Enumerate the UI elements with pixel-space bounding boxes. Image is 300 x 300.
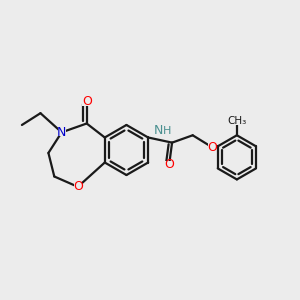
Bar — [74, 183, 82, 191]
Text: CH₃: CH₃ — [227, 116, 247, 126]
Bar — [165, 160, 173, 169]
Bar — [154, 126, 167, 135]
Text: O: O — [82, 95, 92, 108]
Text: O: O — [207, 141, 217, 154]
Text: O: O — [73, 180, 83, 193]
Bar — [58, 128, 66, 136]
Bar — [82, 97, 92, 106]
Text: O: O — [164, 158, 174, 171]
Bar — [228, 116, 246, 125]
Text: N: N — [154, 124, 163, 137]
Bar — [208, 143, 216, 151]
Text: N: N — [57, 126, 66, 139]
Text: H: H — [163, 126, 171, 136]
